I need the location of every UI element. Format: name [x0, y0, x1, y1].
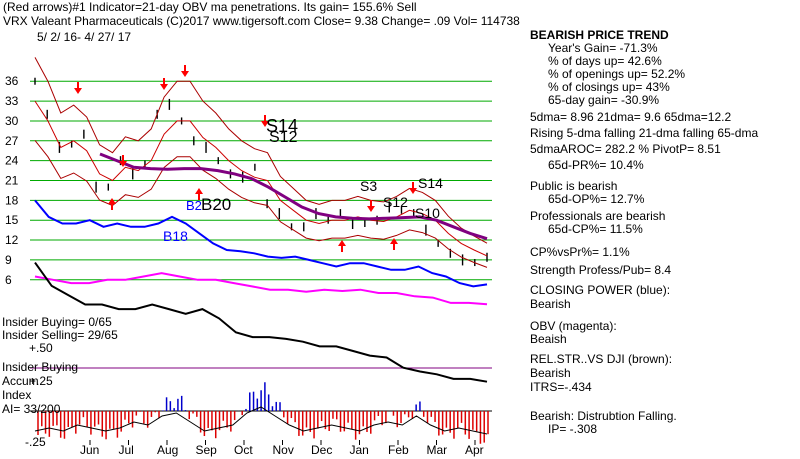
sidebar-stat: Bearish: Distrubtion Falling.: [530, 409, 677, 423]
rel-strength-line: [34, 262, 488, 383]
x-tick-label: Jan: [350, 443, 369, 457]
signal-label: B2: [186, 198, 202, 213]
y-tick-label: 6: [5, 273, 12, 287]
x-tick-label: Sep: [196, 443, 218, 457]
signal-arrow-head: [195, 188, 203, 194]
signal-arrow-head: [119, 161, 127, 167]
index-label: Index: [2, 388, 32, 402]
closing-power-line: [34, 199, 488, 288]
y-tick-label: 21: [5, 174, 19, 188]
insider-selling-count: Insider Selling= 29/65: [2, 328, 118, 342]
signal-label: B20: [201, 195, 231, 214]
accum-label: Accum: [2, 374, 39, 388]
sidebar-stat: 65d-OP%= 12.7%: [548, 192, 645, 206]
signal-arrow-head: [390, 238, 398, 244]
sidebar-stat: Public is bearish: [530, 179, 618, 193]
sidebar-stat: CLOSING POWER (blue):: [530, 283, 671, 297]
y-tick-label: 18: [5, 193, 19, 207]
signal-arrow-head: [181, 71, 189, 77]
y-tick-label: 30: [5, 114, 19, 128]
signal-arrow-head: [108, 198, 116, 204]
signal-arrow-head: [409, 188, 417, 194]
sidebar-stat: 65d-CP%= 11.5%: [548, 222, 643, 236]
x-tick-label: Feb: [388, 443, 409, 457]
signal-label: S12: [383, 194, 408, 210]
x-tick-label: Aug: [157, 443, 178, 457]
x-tick-label: Oct: [234, 443, 253, 457]
lower-band: [34, 140, 488, 268]
sidebar-stat: BEARISH PRICE TREND: [530, 28, 669, 42]
y-tick-label: 9: [5, 253, 12, 267]
sidebar-stat: 5dmaAROC= 282.2 % PivotP= 8.51: [530, 142, 721, 156]
signal-label: S12: [269, 129, 298, 146]
minus25-label: -.25: [25, 435, 46, 449]
y-tick-label: 15: [5, 213, 19, 227]
x-tick-label: Apr: [465, 443, 484, 457]
sidebar-stat: Rising 5-dma falling 21-dma falling 65-d…: [530, 126, 759, 140]
y-tick-label: 33: [5, 94, 19, 108]
date-range: 5/ 2/ 16- 4/ 27/ 17: [37, 30, 132, 44]
sidebar-stat: REL.STR..VS DJI (brown):: [530, 352, 673, 366]
sidebar-stat: Beaish: [530, 332, 567, 346]
ai-ma-line: [34, 406, 488, 435]
x-tick-label: Nov: [273, 443, 294, 457]
sidebar-stat: CP%vsPr%= 1.1%: [530, 245, 630, 259]
y-tick-label: 36: [5, 74, 19, 88]
x-tick-label: Dec: [311, 443, 332, 457]
header-indicator-line: (Red arrows)#1 Indicator=21-day OBV ma p…: [3, 0, 417, 14]
y-tick-label: 27: [5, 134, 19, 148]
signal-arrow-head: [261, 121, 269, 127]
sidebar-stat: ITRS=-.434: [530, 380, 592, 394]
signal-label: S10: [415, 205, 440, 221]
signal-label: B18: [163, 228, 188, 244]
sidebar-stat: Bearish: [530, 297, 571, 311]
signal-arrow-head: [338, 240, 346, 246]
x-tick-label: Jul: [119, 443, 134, 457]
sidebar-stat: OBV (magenta):: [530, 319, 617, 333]
header-ticker-line: VRX Valeant Pharmaceuticals (C)2017 www.…: [3, 14, 520, 28]
sidebar-stat: 65d-PR%= 10.4%: [548, 158, 644, 172]
insider-buying-label: Insider Buying: [2, 360, 79, 374]
x-tick-label: Jun: [80, 443, 99, 457]
sidebar-stat: 5dma= 8.96 21dma= 9.6 65dma=12.2: [530, 110, 732, 124]
signal-label: S14: [266, 116, 298, 136]
ma21-line: [34, 100, 488, 257]
signal-arrow-head: [160, 84, 168, 90]
insider-buying-count: Insider Buying= 0/65: [2, 315, 112, 329]
sidebar-stat: Professionals are bearish: [530, 209, 666, 223]
signal-arrow-head: [367, 206, 375, 212]
plus50-label: +.50: [29, 341, 53, 355]
signal-arrow-head: [74, 88, 82, 94]
sidebar-stat: % of days up= 42.6%: [548, 54, 662, 68]
signal-label: S14: [418, 175, 443, 191]
sidebar-stat: IP= -.308: [548, 422, 598, 436]
sidebar-stat: % of openings up= 52.2%: [548, 67, 686, 81]
signal-label: S3: [360, 178, 377, 194]
plus25-label: +.25: [29, 374, 53, 388]
sidebar-stat: Year's Gain= -71.3%: [548, 41, 658, 55]
obv-line: [34, 272, 488, 306]
ma65-line: [99, 152, 488, 241]
sidebar-stat: % of closings up= 43%: [548, 80, 670, 94]
sidebar-stat: 65-day gain= -30.9%: [548, 93, 660, 107]
y-tick-label: 24: [5, 154, 19, 168]
ai-label: AI= 33/200: [2, 402, 61, 416]
y-tick-label: 12: [5, 233, 19, 247]
sidebar-stat: Strength Profess/Pub= 8.4: [530, 263, 672, 277]
x-tick-label: Mar: [427, 443, 448, 457]
sidebar-stat: Bearish: [530, 366, 571, 380]
